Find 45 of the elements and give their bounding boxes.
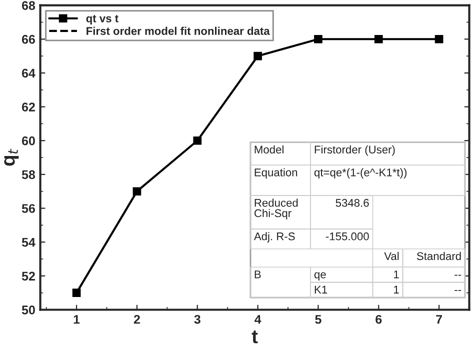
point [132,187,142,196]
point [193,136,202,145]
y-tick-label: 50 [22,306,35,314]
annotation: Firstorder (User) [314,145,395,156]
x-tick-label: 7 [436,315,442,324]
y-tick-label: 60 [22,136,35,146]
y-tick-label: 56 [22,204,35,213]
annotation: 5348.6 [336,198,369,207]
legend-label: qt vs t [86,15,118,25]
y-tick-label: 68 [22,1,36,10]
annotation: Adj. R-S [254,232,295,242]
annotation: Equation [254,168,298,179]
point [314,34,322,44]
annotation: B [254,270,261,278]
annotation: -- [454,290,462,291]
x-tick-label: 6 [376,314,382,324]
annotation: Val [384,252,399,260]
y-tick-label: 64 [22,68,36,78]
y-tick-label: 66 [22,34,35,44]
point [374,34,383,44]
x-tick-label: 2 [134,314,140,324]
annotation: qe [314,272,326,281]
x-tick-label: 3 [194,314,200,324]
annotation: qt=qe*(1-(e^-K1*t)) [314,168,406,179]
y-tick-label: 62 [22,102,35,112]
y-tick-label: 52 [22,272,35,281]
legend-label: First order model fit nonlinear data [86,26,270,35]
annotation: 1 [394,286,399,294]
annotation: Model [254,145,284,154]
point [254,52,262,60]
annotation: 1 [394,270,399,278]
annotation: Standard [416,252,461,260]
y-tick-label: 54 [22,238,36,247]
x-tick-label: 4 [254,315,262,324]
x-axis-title: t [252,330,258,344]
annotation: -- [454,274,462,276]
point [434,34,444,44]
annotation: -155.000 [326,232,369,240]
annotation: Reduced Chi-Sqr [254,198,298,220]
point [72,288,81,298]
y-axis-title: q$_{t}$ [4,148,19,166]
annotation: K1 [314,286,328,294]
y-tick-label: 58 [22,170,36,180]
x-tick-label: 5 [315,315,322,324]
x-tick-label: 1 [74,315,80,324]
